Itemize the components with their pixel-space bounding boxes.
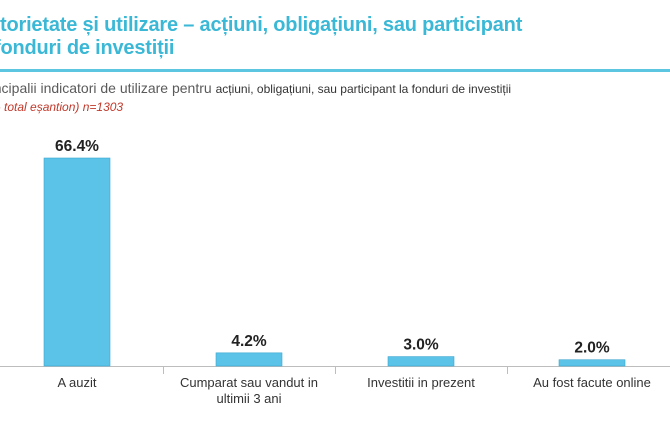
- title-divider: [0, 69, 670, 72]
- sample-note: % total eșantion) n=1303: [0, 100, 124, 114]
- category-label-2-line2: ultimii 3 ani: [216, 391, 281, 406]
- subtitle-prefix: rincipalii indicatori de utilizare pentr…: [0, 80, 216, 96]
- slide-title: otorietate și utilizare – acțiuni, oblig…: [0, 14, 668, 60]
- bar-2: [215, 352, 283, 367]
- data-label-3: 3.0%: [403, 337, 439, 354]
- data-label-4: 2.0%: [574, 340, 610, 357]
- category-label-1: A auzit: [57, 375, 96, 390]
- category-label-2: Cumparat sau vandut in: [180, 375, 318, 390]
- bar-3: [387, 356, 455, 367]
- chart-subtitle: rincipalii indicatori de utilizare pentr…: [0, 80, 511, 96]
- data-label-2: 4.2%: [231, 333, 267, 350]
- category-label-3: Investitii in prezent: [367, 375, 475, 390]
- bar-4: [558, 359, 626, 367]
- bar-1: [43, 157, 111, 367]
- slide-title-line1: otorietate și utilizare – acțiuni, oblig…: [0, 14, 523, 36]
- subtitle-emphasis: acțiuni, obligațiuni, sau participant la…: [215, 82, 512, 96]
- slide-title-line2: fonduri de investiții: [0, 37, 175, 59]
- category-label-4: Au fost facute online: [533, 375, 651, 390]
- data-label-1: 66.4%: [55, 138, 99, 155]
